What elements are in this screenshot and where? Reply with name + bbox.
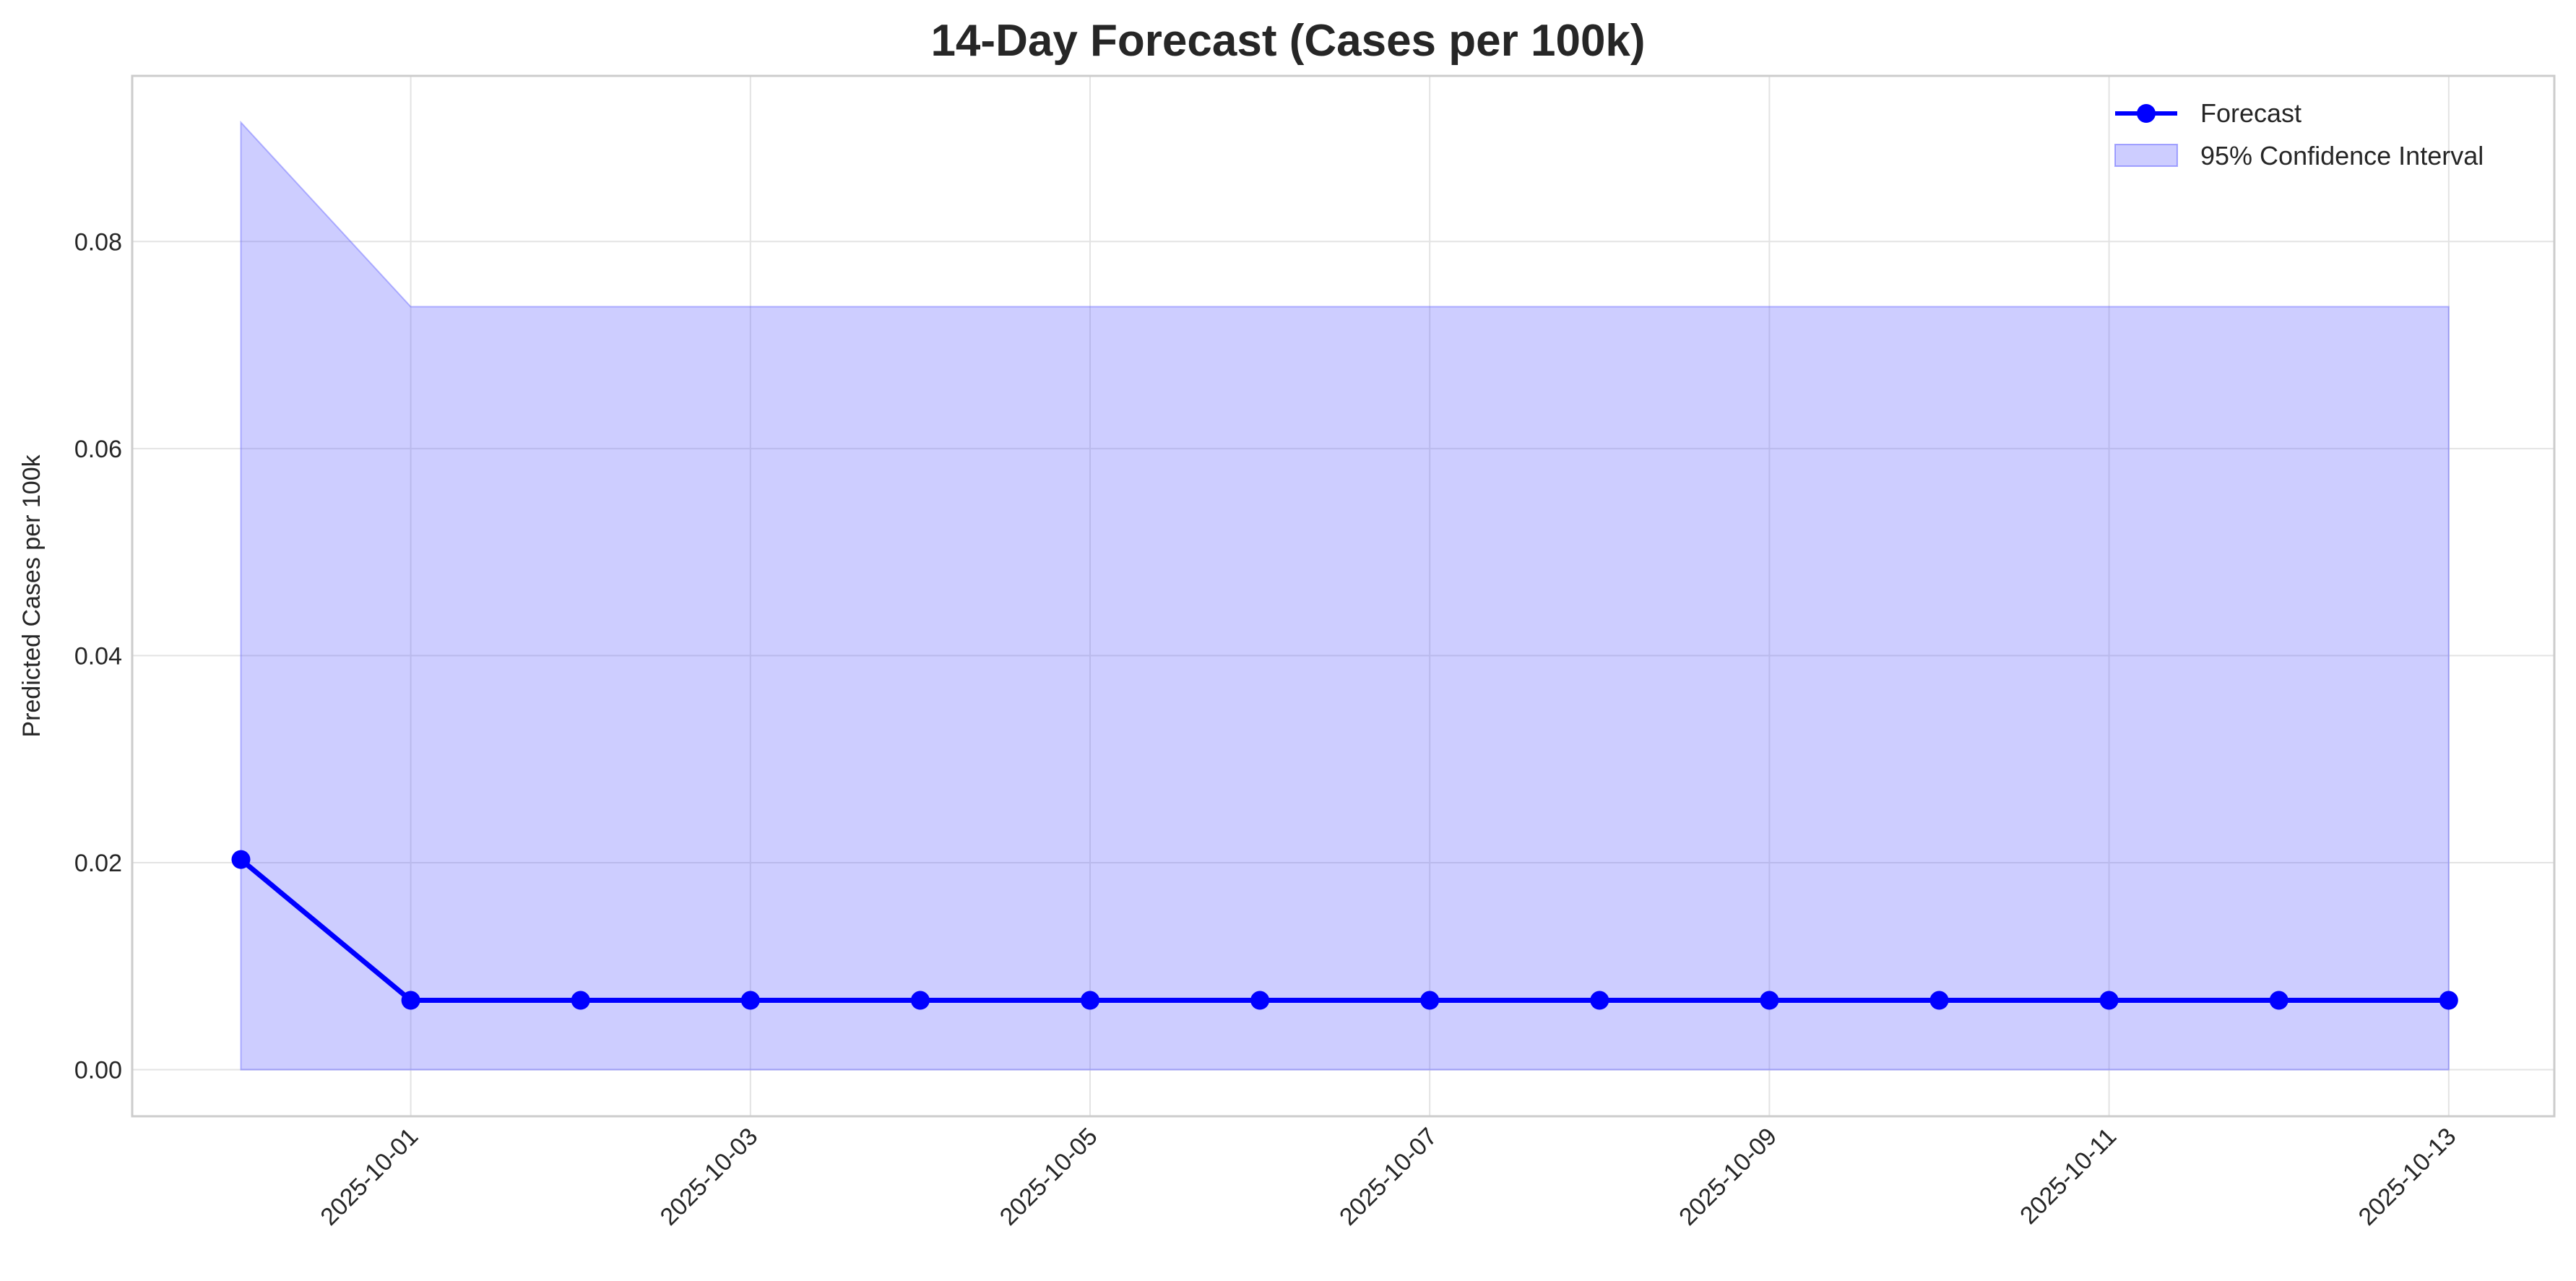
forecast-point bbox=[1250, 991, 1270, 1010]
forecast-point bbox=[2269, 991, 2288, 1010]
y-tick-labels: 0.00 0.02 0.04 0.06 0.08 bbox=[74, 228, 122, 1084]
forecast-point bbox=[571, 991, 590, 1010]
legend: Forecast 95% Confidence Interval bbox=[2114, 98, 2484, 171]
plot-frame bbox=[131, 74, 2556, 1118]
forecast-point bbox=[1420, 991, 1440, 1010]
y-tick-label: 0.06 bbox=[74, 436, 122, 463]
forecast-point bbox=[2099, 991, 2119, 1010]
forecast-point bbox=[401, 991, 420, 1010]
forecast-series-layer bbox=[231, 850, 2458, 1010]
legend-ci-label: 95% Confidence Interval bbox=[2200, 141, 2484, 171]
y-tick-label: 0.00 bbox=[74, 1057, 122, 1084]
y-tick-label: 0.04 bbox=[74, 642, 122, 670]
forecast-point bbox=[231, 850, 251, 869]
forecast-point bbox=[910, 991, 930, 1010]
y-tick-label: 0.02 bbox=[74, 850, 122, 877]
forecast-line bbox=[239, 857, 2449, 1004]
legend-forecast-marker bbox=[2137, 104, 2156, 123]
grid-lines bbox=[132, 76, 2554, 1116]
y-tick-label: 0.08 bbox=[74, 228, 122, 256]
forecast-point bbox=[1929, 991, 1949, 1010]
forecast-point bbox=[740, 991, 760, 1010]
legend-forecast-label: Forecast bbox=[2200, 98, 2301, 128]
confidence-band-layer bbox=[240, 120, 2450, 1071]
chart-title: 14-Day Forecast (Cases per 100k) bbox=[930, 16, 1645, 66]
legend-ci-swatch bbox=[2114, 144, 2178, 167]
forecast-point bbox=[1081, 991, 1099, 1010]
confidence-interval-band bbox=[240, 120, 2450, 1071]
forecast-point bbox=[1760, 991, 1779, 1010]
forecast-point bbox=[1590, 991, 1609, 1010]
y-axis-label: Predicted Cases per 100k bbox=[18, 454, 46, 737]
forecast-point bbox=[2439, 991, 2458, 1010]
